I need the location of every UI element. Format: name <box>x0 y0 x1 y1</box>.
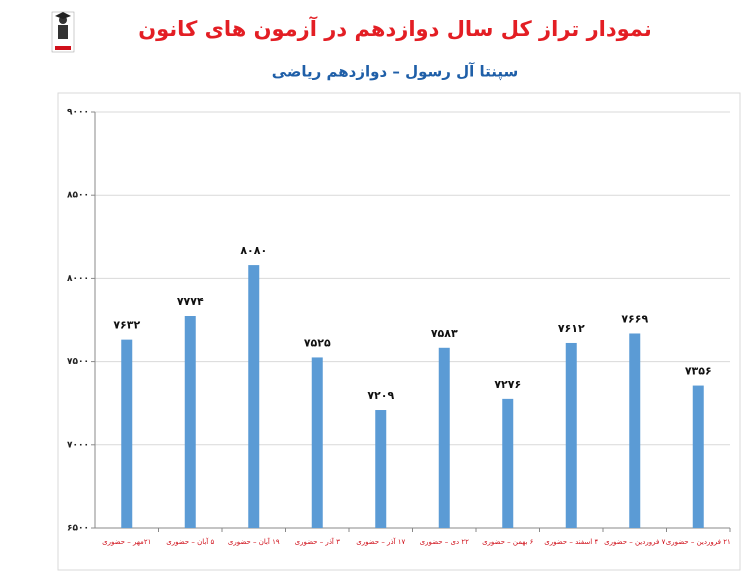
value-label: ۷۲۷۶ <box>494 378 521 391</box>
bar <box>375 410 387 528</box>
x-tick-label: ۲۲ دی – حضوری <box>420 538 469 546</box>
bar <box>248 265 260 528</box>
x-tick-label: ۵ آبان – حضوری <box>166 537 214 546</box>
x-tick-label: ۷ فروردین – حضوری <box>604 538 665 546</box>
value-label: ۷۶۳۲ <box>113 319 140 332</box>
bar <box>184 316 196 528</box>
x-tick-label: ۲۱ فروردین – حضوری <box>666 538 731 546</box>
value-label: ۷۳۵۶ <box>685 365 712 378</box>
x-tick-label: ۳ آذر – حضوری <box>295 537 341 546</box>
logo <box>51 11 75 53</box>
x-tick-label: ۲۱مهر – حضوری <box>102 538 151 546</box>
y-tick-label: ۷۵۰۰ <box>67 357 89 367</box>
x-tick-label: ۱۹ آبان – حضوری <box>228 537 280 546</box>
value-label: ۷۶۶۹ <box>621 312 648 325</box>
y-tick-label: ۸۵۰۰ <box>67 191 89 201</box>
bar <box>692 385 704 528</box>
bar <box>565 342 577 528</box>
chart-subtitle: سپنتا آل رسول – دوازدهم ریاضی <box>272 63 519 82</box>
bar <box>629 333 641 528</box>
x-tick-label: ۴ اسفند – حضوری <box>544 538 598 546</box>
value-label: ۷۵۸۳ <box>431 327 458 340</box>
value-label: ۷۵۲۵ <box>304 336 331 349</box>
value-label: ۷۶۱۲ <box>558 322 585 335</box>
value-label: ۷۷۷۴ <box>177 295 204 308</box>
bar <box>438 347 450 528</box>
value-label: ۸۰۸۰ <box>240 244 267 257</box>
bar <box>121 339 133 528</box>
y-tick-label: ۹۰۰۰ <box>67 108 89 118</box>
x-tick-label: ۱۷ آذر – حضوری <box>356 537 405 546</box>
y-tick-label: ۶۵۰۰ <box>67 524 89 534</box>
y-tick-label: ۸۰۰۰ <box>67 274 89 284</box>
bar <box>311 357 323 528</box>
bar <box>502 398 514 528</box>
chart-title: نمودار تراز کل سال دوازدهم در آزمون های … <box>138 16 652 41</box>
chart-frame <box>57 92 741 571</box>
value-label: ۷۲۰۹ <box>367 389 394 402</box>
x-tick-label: ۶ بهمن – حضوری <box>482 538 534 546</box>
y-tick-label: ۷۰۰۰ <box>67 440 89 450</box>
